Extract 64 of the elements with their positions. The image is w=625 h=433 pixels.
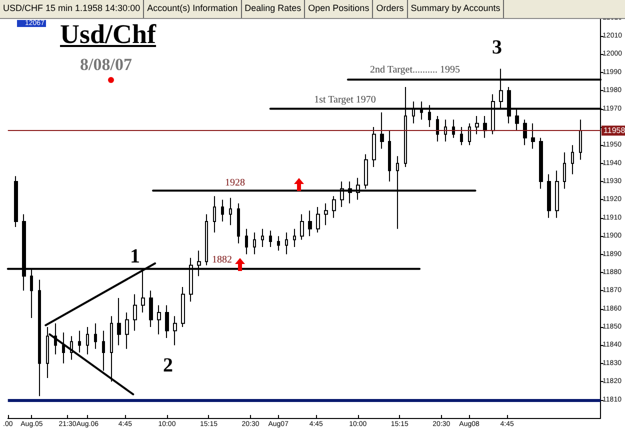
candlestick xyxy=(316,206,320,233)
candlestick xyxy=(460,126,463,146)
annotation: 3 xyxy=(492,36,502,60)
candlestick xyxy=(245,228,248,255)
candlestick xyxy=(229,197,232,226)
candlestick xyxy=(157,304,161,335)
candlestick xyxy=(277,236,280,252)
candlestick xyxy=(86,326,89,355)
candlestick xyxy=(181,286,185,328)
candlestick xyxy=(547,174,551,218)
candlestick xyxy=(38,279,41,397)
candlestick xyxy=(237,202,240,244)
candlestick xyxy=(14,176,18,228)
annotation: 2 xyxy=(163,354,173,378)
candlestick xyxy=(483,116,487,138)
candlestick xyxy=(555,170,559,218)
candlestick xyxy=(205,214,208,266)
candlestick xyxy=(324,202,328,226)
candlestick xyxy=(571,144,574,175)
annotation: 1st Target 1970 xyxy=(314,94,376,106)
candlestick xyxy=(531,122,535,150)
candlestick xyxy=(436,116,439,142)
candlestick xyxy=(388,130,391,182)
text: Account(s) Information xyxy=(144,0,242,18)
candlestick xyxy=(380,112,384,150)
candlestick xyxy=(221,199,224,222)
candlestick xyxy=(468,122,471,146)
candlestick xyxy=(78,330,81,354)
candlestick xyxy=(300,214,304,240)
candlestick xyxy=(332,196,336,218)
ref-line-label: 11958 xyxy=(604,126,625,136)
candlestick xyxy=(133,294,137,332)
chart-title: Usd/Chf xyxy=(60,19,156,50)
text: USD/CHF 15 min 1.1958 14:30:00 xyxy=(0,0,144,18)
candlestick xyxy=(261,228,264,248)
candlestick xyxy=(117,297,121,346)
text: Orders xyxy=(373,0,408,18)
candlestick xyxy=(269,230,272,248)
candlestick xyxy=(372,126,376,168)
annotation: 1 xyxy=(130,246,140,268)
candlestick xyxy=(523,119,527,146)
candlestick xyxy=(444,119,447,142)
text: Summary by Accounts xyxy=(408,0,504,18)
annotation: 1882 xyxy=(212,254,232,266)
candlestick xyxy=(173,316,177,346)
candlestick xyxy=(253,232,256,255)
candlestick xyxy=(94,322,97,350)
candlestick xyxy=(213,196,216,233)
candlestick xyxy=(539,137,543,190)
candlestick xyxy=(149,290,153,328)
candlestick xyxy=(293,228,296,248)
candlestick xyxy=(285,232,288,255)
candlestick xyxy=(308,210,312,237)
candlestick xyxy=(452,119,455,138)
annotation: 1928 xyxy=(225,178,245,188)
candlestick xyxy=(563,152,566,190)
candlestick xyxy=(165,304,169,338)
candlestick xyxy=(579,119,582,160)
text: Open Positions xyxy=(305,0,374,18)
text: 8/08/07 xyxy=(80,55,132,75)
text: Dealing Rates xyxy=(242,0,306,18)
annotation: 2nd Target.......... 1995 xyxy=(370,64,460,76)
candlestick xyxy=(475,116,479,135)
candlestick xyxy=(125,312,129,350)
